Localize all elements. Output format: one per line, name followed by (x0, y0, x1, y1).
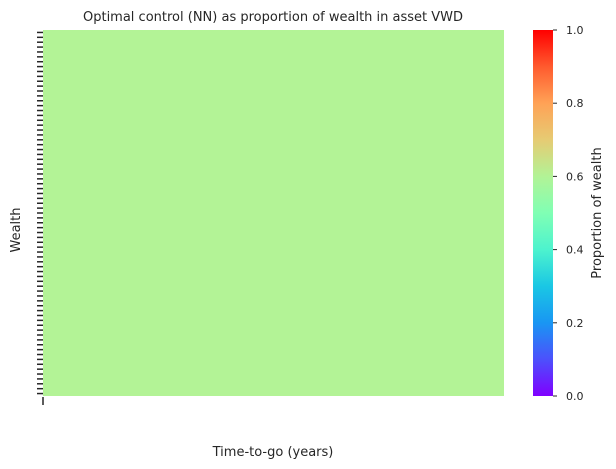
colorbar-tick-label: 0.6 (566, 170, 584, 183)
colorbar-ticks: 0.0 0.2 0.4 0.6 0.8 1.0 (553, 24, 584, 403)
y-tick-marks (37, 31, 43, 395)
colorbar-label: Proportion of wealth (590, 147, 605, 278)
colorbar-tick-label: 1.0 (566, 24, 584, 37)
colorbar (533, 30, 553, 396)
y-axis-label: Wealth (9, 207, 24, 252)
heatmap-cell (43, 30, 504, 396)
colorbar-tick-label: 0.4 (566, 244, 584, 257)
colorbar-tick-label: 0.8 (566, 97, 584, 110)
colorbar-tick-label: 0.2 (566, 317, 584, 330)
chart-title: Optimal control (NN) as proportion of we… (83, 10, 463, 25)
x-axis-label: Time-to-go (years) (212, 445, 334, 460)
colorbar-tick-label: 0.0 (566, 390, 584, 403)
